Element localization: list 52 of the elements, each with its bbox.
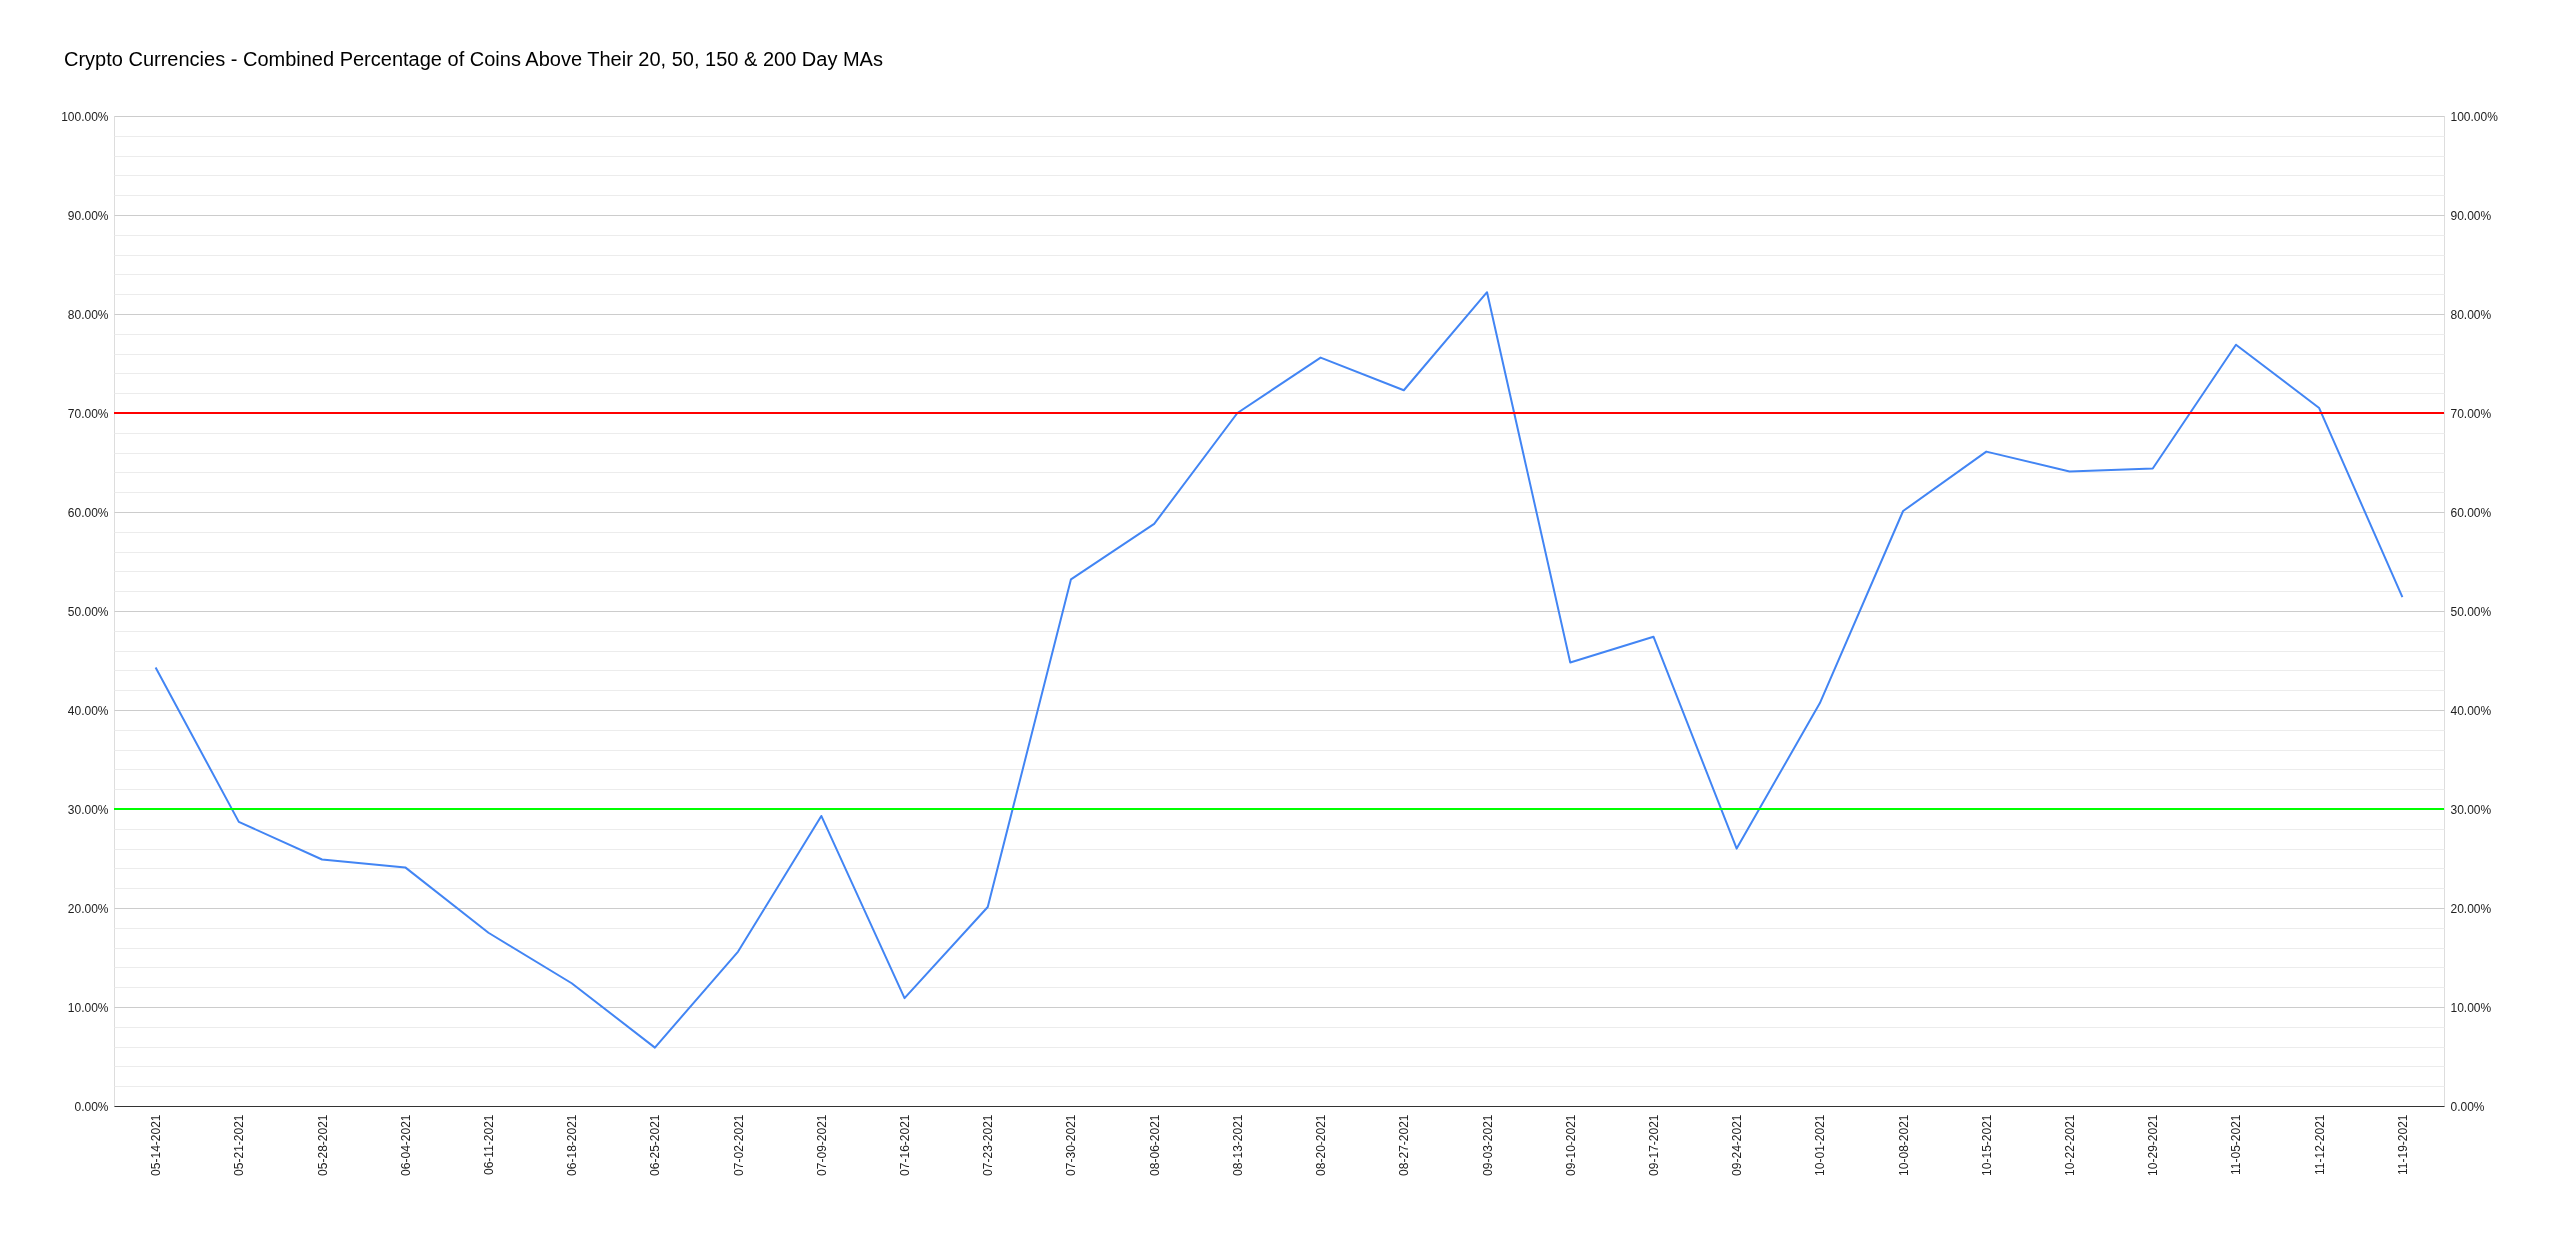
x-tick-label: 08-13-2021 — [1230, 1114, 1245, 1176]
y2-tick-label: 30.00% — [2450, 802, 2492, 817]
y-tick-label: 100.00% — [61, 109, 109, 124]
x-tick-label: 10-01-2021 — [1813, 1114, 1828, 1176]
y-tick-label: 0.00% — [74, 1099, 109, 1114]
x-tick-label: 10-29-2021 — [2146, 1114, 2161, 1176]
y2-tick-label: 20.00% — [2450, 901, 2492, 916]
x-tick-label: 07-02-2021 — [731, 1114, 746, 1176]
x-tick-label: 11-05-2021 — [2229, 1114, 2244, 1175]
x-tick-label: 06-18-2021 — [565, 1114, 580, 1176]
y-tick-label: 50.00% — [67, 604, 109, 619]
x-tick-label: 09-10-2021 — [1563, 1114, 1578, 1176]
x-tick-label: 11-12-2021 — [2312, 1114, 2327, 1175]
y-tick-label: 80.00% — [67, 307, 109, 322]
y-tick-label: 90.00% — [67, 208, 109, 223]
y-tick-label: 10.00% — [67, 1000, 109, 1015]
x-tick-label: 07-16-2021 — [898, 1114, 913, 1176]
x-tick-label: 09-24-2021 — [1730, 1114, 1745, 1176]
x-tick-label: 07-23-2021 — [981, 1114, 996, 1176]
x-tick-label: 05-28-2021 — [315, 1114, 330, 1176]
y2-tick-label: 10.00% — [2450, 1000, 2492, 1015]
y-tick-label: 40.00% — [67, 703, 109, 718]
y2-tick-label: 80.00% — [2450, 307, 2492, 322]
y-tick-label: 20.00% — [67, 901, 109, 916]
y2-tick-label: 40.00% — [2450, 703, 2492, 718]
x-tick-label: 07-30-2021 — [1064, 1114, 1079, 1176]
x-tick-label: 06-25-2021 — [648, 1114, 663, 1176]
x-tick-label: 05-14-2021 — [149, 1114, 164, 1176]
x-tick-label: 06-04-2021 — [398, 1114, 413, 1176]
chart-title: Crypto Currencies - Combined Percentage of Coins Above Their 20, 50, 150 & 200 Day MAs — [64, 48, 883, 70]
x-tick-label: 06-11-2021 — [481, 1114, 496, 1175]
y-tick-label: 70.00% — [67, 406, 109, 421]
x-tick-label: 08-27-2021 — [1397, 1114, 1412, 1176]
y2-tick-label: 60.00% — [2450, 505, 2492, 520]
y-tick-label: 60.00% — [67, 505, 109, 520]
x-tick-label: 05-21-2021 — [232, 1114, 247, 1176]
y-tick-label: 30.00% — [67, 802, 109, 817]
x-tick-label: 10-22-2021 — [2063, 1114, 2078, 1176]
y2-tick-label: 50.00% — [2450, 604, 2492, 619]
y2-tick-label: 0.00% — [2450, 1099, 2485, 1114]
x-tick-label: 09-03-2021 — [1480, 1114, 1495, 1176]
x-tick-label: 07-09-2021 — [814, 1114, 829, 1176]
x-tick-label: 11-19-2021 — [2395, 1114, 2410, 1175]
x-tick-label: 08-06-2021 — [1147, 1114, 1162, 1176]
y2-tick-label: 90.00% — [2450, 208, 2492, 223]
x-tick-label: 10-15-2021 — [1979, 1114, 1994, 1176]
y2-tick-label: 100.00% — [2450, 109, 2499, 124]
x-tick-label: 09-17-2021 — [1646, 1114, 1661, 1176]
x-tick-label: 10-08-2021 — [1896, 1114, 1911, 1176]
y2-tick-label: 70.00% — [2450, 406, 2492, 421]
x-tick-label: 08-20-2021 — [1314, 1114, 1329, 1176]
line-series — [154, 291, 2404, 1049]
